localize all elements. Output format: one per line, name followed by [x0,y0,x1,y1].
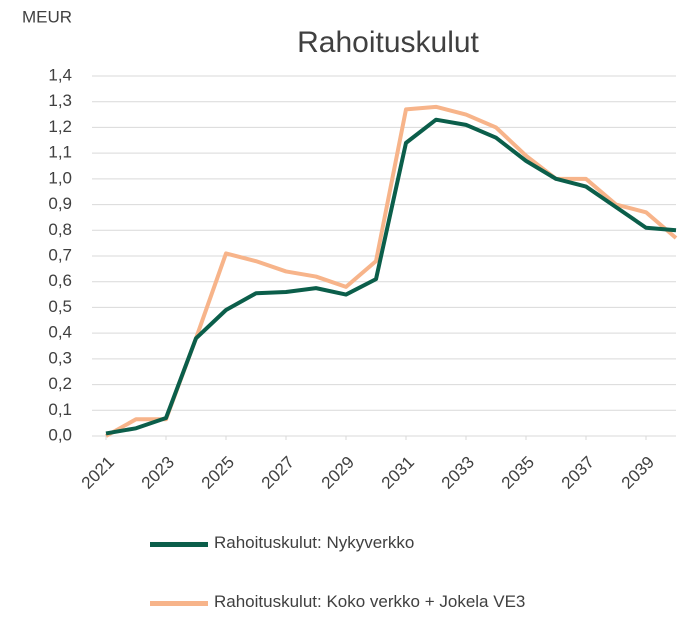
x-tick-label: 2037 [558,453,598,493]
legend-swatch [150,542,208,547]
y-tick-label: 0,2 [48,374,72,393]
legend-label: Rahoituskulut: Nykyverkko [214,533,415,552]
y-tick-label: 0,1 [48,400,72,419]
x-tick-label: 2027 [258,453,298,493]
x-tick-label: 2039 [618,453,658,493]
y-tick-label: 1,4 [48,65,72,84]
x-tick-label: 2021 [78,453,118,493]
y-tick-label: 0,3 [48,348,72,367]
x-tick-label: 2033 [438,453,478,493]
line [105,117,677,436]
y-tick-label: 0,9 [48,194,72,213]
chart-title: Rahoituskulut [297,26,479,59]
line [105,104,678,438]
x-tick-label: 2025 [198,453,238,493]
y-axis-label: MEUR [22,7,72,26]
x-tick-label: 2035 [498,453,538,493]
legend-entry: Rahoituskulut: Koko verkko + Jokela VE3 [150,592,614,612]
x-tick-label: 2023 [138,453,178,493]
legend-entry: Rahoituskulut: Nykyverkko [150,533,614,553]
y-tick-label: 0,6 [48,271,72,290]
y-tick-label: 1,3 [48,91,72,110]
x-tick-label: 2029 [318,453,358,493]
y-tick-label: 0,5 [48,297,72,316]
y-tick-label: 0,7 [48,245,72,264]
x-tick-label: 2031 [378,453,418,493]
legend-label: Rahoituskulut: Koko verkko + Jokela VE3 [214,592,526,611]
y-tick-label: 0,8 [48,220,72,239]
y-tick-label: 1,2 [48,117,72,136]
y-tick-label: 1,0 [48,168,72,187]
y-tick-label: 0,4 [48,323,72,342]
y-tick-label: 1,1 [48,143,72,162]
legend-swatch [150,601,208,606]
y-tick-label: 0,0 [48,425,72,444]
